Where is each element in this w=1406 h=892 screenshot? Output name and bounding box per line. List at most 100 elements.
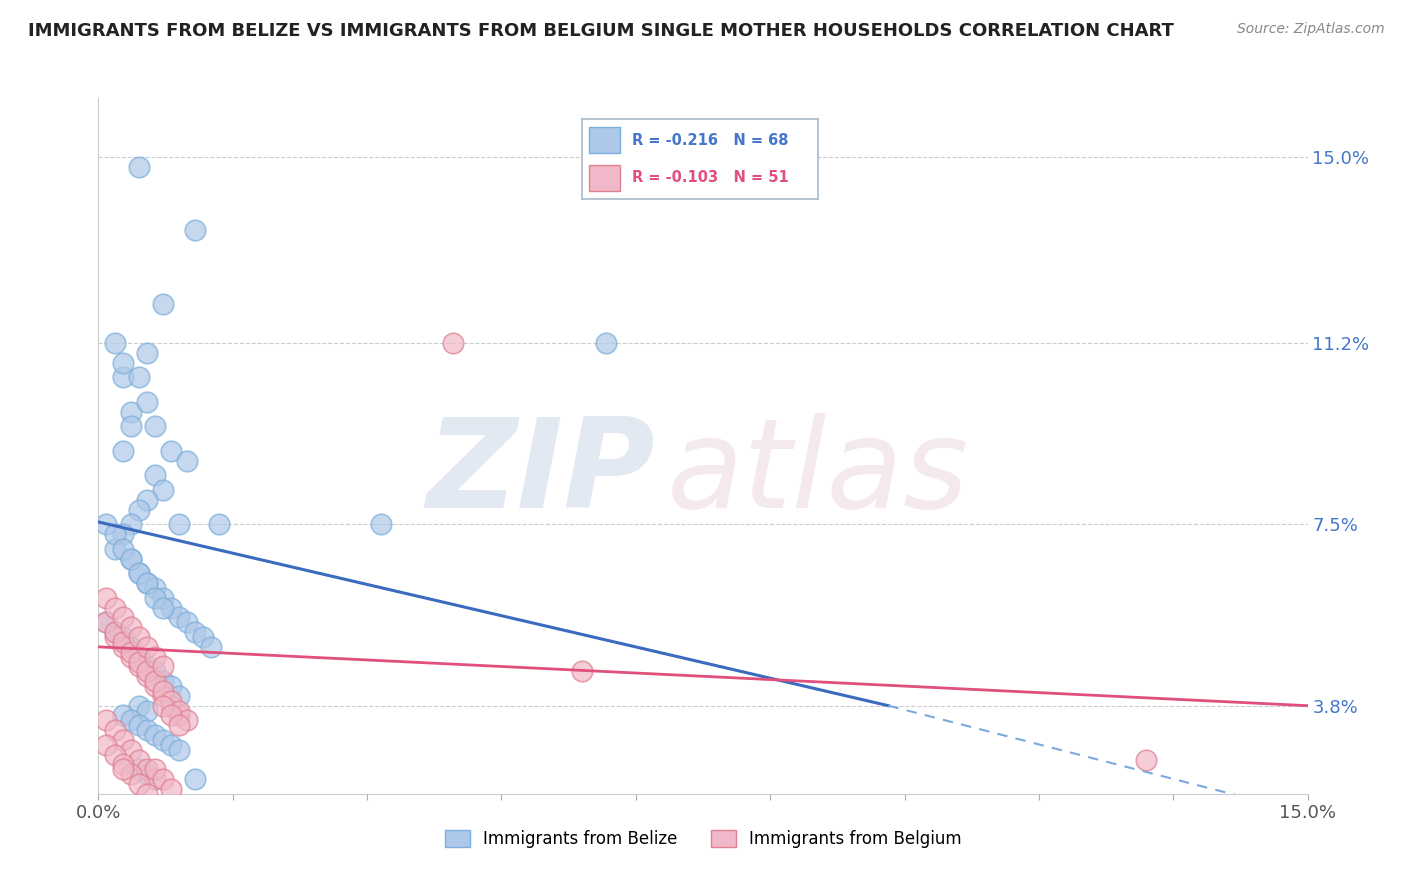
Point xyxy=(111,610,134,624)
Point xyxy=(152,483,174,497)
Point xyxy=(128,718,150,732)
Point xyxy=(135,346,157,360)
Point xyxy=(135,659,157,673)
Point xyxy=(143,728,166,742)
Point xyxy=(128,763,150,777)
Point xyxy=(152,684,174,698)
Point xyxy=(120,419,142,434)
Point xyxy=(152,659,174,673)
Text: atlas: atlas xyxy=(666,413,969,534)
Point xyxy=(193,630,215,644)
Point xyxy=(128,777,150,791)
Point xyxy=(160,698,183,713)
Point xyxy=(160,443,183,458)
Point xyxy=(128,698,150,713)
Point xyxy=(160,708,183,723)
Text: Source: ZipAtlas.com: Source: ZipAtlas.com xyxy=(1237,22,1385,37)
Point xyxy=(143,649,166,664)
Point xyxy=(103,625,125,640)
Point xyxy=(184,223,207,237)
Point xyxy=(160,679,183,693)
Point xyxy=(135,669,157,683)
Point xyxy=(167,704,190,718)
Point xyxy=(160,782,183,797)
Point xyxy=(128,502,150,516)
Point xyxy=(143,772,166,787)
Point xyxy=(176,714,198,728)
Point xyxy=(143,674,166,689)
Point xyxy=(128,160,150,174)
Point xyxy=(128,753,150,767)
Point xyxy=(200,640,222,654)
Point xyxy=(111,763,134,777)
Legend: Immigrants from Belize, Immigrants from Belgium: Immigrants from Belize, Immigrants from … xyxy=(444,830,962,848)
Point xyxy=(128,649,150,664)
Point xyxy=(111,757,134,772)
Point xyxy=(135,665,157,679)
Point xyxy=(160,694,183,708)
Point xyxy=(152,600,174,615)
Point xyxy=(143,419,166,434)
Point xyxy=(135,723,157,738)
Point xyxy=(167,708,190,723)
Point xyxy=(96,591,118,605)
Point xyxy=(111,443,134,458)
Point xyxy=(152,689,174,703)
Point xyxy=(135,395,157,409)
Point xyxy=(128,566,150,581)
Point xyxy=(595,336,617,351)
Point xyxy=(152,772,174,787)
Point xyxy=(111,527,134,541)
Point xyxy=(135,576,157,591)
Point xyxy=(120,551,142,566)
Point xyxy=(135,704,157,718)
Point xyxy=(143,468,166,483)
Point xyxy=(111,733,134,747)
Point xyxy=(111,370,134,384)
Point xyxy=(96,615,118,630)
Point xyxy=(167,610,190,624)
Point xyxy=(96,714,118,728)
Point xyxy=(167,718,190,732)
Point xyxy=(160,738,183,752)
Point xyxy=(120,551,142,566)
Point xyxy=(441,336,464,351)
Point xyxy=(103,541,125,556)
Point xyxy=(103,625,125,640)
Point xyxy=(152,591,174,605)
Point xyxy=(120,645,142,659)
Point xyxy=(103,336,125,351)
Point xyxy=(96,517,118,532)
Point xyxy=(120,405,142,419)
Point xyxy=(111,630,134,644)
Point xyxy=(111,356,134,370)
Point xyxy=(120,517,142,532)
Point xyxy=(571,665,593,679)
Point xyxy=(176,453,198,467)
Text: ZIP: ZIP xyxy=(426,413,655,534)
Point xyxy=(128,659,150,673)
Point xyxy=(152,733,174,747)
Point xyxy=(120,714,142,728)
Point xyxy=(128,566,150,581)
Point xyxy=(135,787,157,801)
Point xyxy=(135,763,157,777)
Point xyxy=(135,640,157,654)
Point xyxy=(167,689,190,703)
Point xyxy=(152,674,174,689)
Point xyxy=(370,517,392,532)
Point xyxy=(120,743,142,757)
Point xyxy=(143,665,166,679)
Point xyxy=(103,630,125,644)
Text: IMMIGRANTS FROM BELIZE VS IMMIGRANTS FROM BELGIUM SINGLE MOTHER HOUSEHOLDS CORRE: IMMIGRANTS FROM BELIZE VS IMMIGRANTS FRO… xyxy=(28,22,1174,40)
Point xyxy=(120,767,142,781)
Point xyxy=(103,723,125,738)
Point xyxy=(111,708,134,723)
Point xyxy=(120,640,142,654)
Point xyxy=(143,763,166,777)
Point xyxy=(1135,753,1157,767)
Point xyxy=(152,297,174,311)
Point xyxy=(135,576,157,591)
Point xyxy=(208,517,231,532)
Point xyxy=(111,635,134,649)
